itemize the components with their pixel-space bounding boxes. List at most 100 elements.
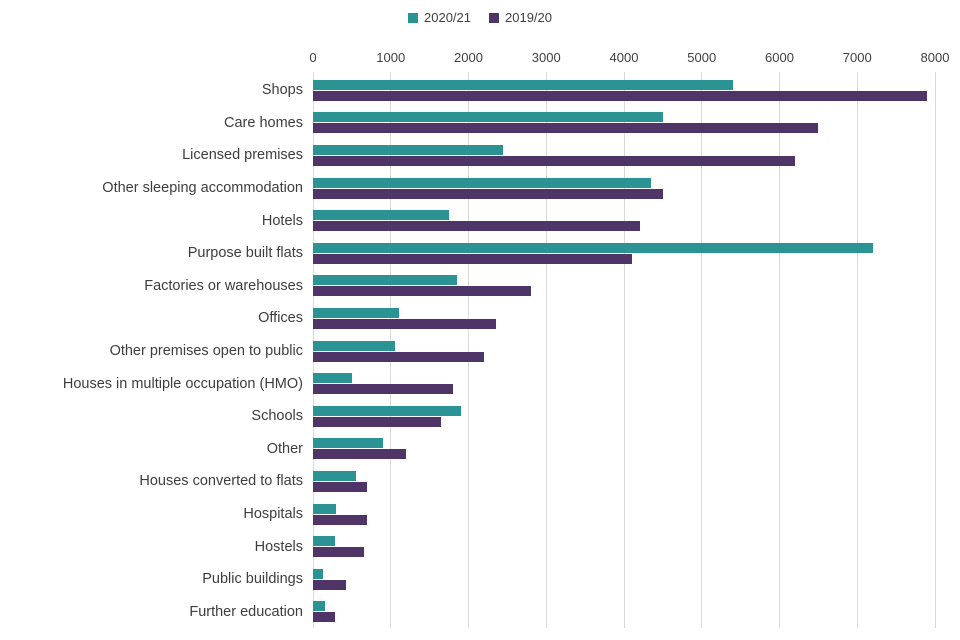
bar-2019-20	[313, 416, 442, 427]
bar-2020-21	[313, 210, 450, 221]
bar-group	[313, 79, 935, 101]
x-tick-label: 6000	[765, 50, 794, 65]
legend-label: 2019/20	[505, 10, 552, 25]
chart-row: Houses converted to flats	[0, 465, 935, 498]
chart-row: Shops	[0, 74, 935, 107]
x-axis-tick-labels: 0 1000 2000 3000 4000 5000 6000 7000 8000	[309, 50, 949, 66]
gridline	[779, 72, 780, 628]
category-label: Hospitals	[243, 506, 303, 523]
bar-2019-20	[313, 481, 368, 492]
category-label: Other	[266, 440, 303, 457]
bar-2019-20	[313, 612, 335, 623]
legend-swatch	[489, 12, 499, 23]
bar-group	[313, 470, 935, 492]
bar-group	[313, 275, 935, 297]
bar-2020-21	[313, 601, 325, 612]
bar-2020-21	[313, 79, 733, 90]
chart-row: Houses in multiple occupation (HMO)	[0, 367, 935, 400]
bar-2019-20	[313, 547, 364, 558]
chart-row: Other sleeping accommodation	[0, 172, 935, 205]
bar-2020-21	[313, 405, 461, 416]
category-label: Other premises open to public	[109, 343, 303, 360]
category-label: Further education	[189, 603, 303, 620]
bar-group	[313, 601, 935, 623]
bar-2020-21	[313, 112, 663, 123]
bar-group	[313, 242, 935, 264]
bar-group	[313, 503, 935, 525]
bar-group	[313, 210, 935, 232]
category-label: Factories or warehouses	[144, 277, 303, 294]
gridline	[468, 72, 469, 628]
chart-row: Schools	[0, 400, 935, 433]
chart-row: Other	[0, 433, 935, 466]
bar-2020-21	[313, 503, 337, 514]
gridline	[701, 72, 703, 628]
bar-2020-21	[313, 177, 652, 188]
bar-group	[313, 340, 935, 362]
gridline	[856, 72, 858, 628]
bar-2019-20	[313, 90, 928, 101]
chart-row: Further education	[0, 596, 935, 629]
category-label: Hotels	[261, 212, 303, 229]
bar-2019-20	[313, 123, 819, 134]
bar-2020-21	[313, 275, 457, 286]
bar-2019-20	[313, 579, 347, 590]
chart-rows: Shops Care homes Licensed premises Other sl…	[0, 74, 935, 628]
bar-2019-20	[313, 188, 663, 199]
category-label: Licensed premises	[182, 147, 303, 164]
bar-group	[313, 568, 935, 590]
legend-item-2019-20: 2019/20	[489, 10, 552, 25]
bar-group	[313, 438, 935, 460]
bar-2019-20	[313, 449, 407, 460]
category-label: Public buildings	[202, 571, 303, 588]
bar-2019-20	[313, 286, 531, 297]
gridline	[623, 72, 625, 628]
bar-group	[313, 373, 935, 395]
x-tick-label: 0	[309, 50, 317, 65]
bar-2019-20	[313, 384, 453, 395]
x-tick-label: 8000	[920, 50, 950, 65]
x-tick-label: 1000	[376, 50, 406, 65]
chart-row: Offices	[0, 302, 935, 335]
x-tick-label: 4000	[609, 50, 639, 65]
bar-2020-21	[313, 144, 504, 155]
x-tick-label: 2000	[454, 50, 483, 65]
bar-2020-21	[313, 307, 399, 318]
gridline	[545, 72, 547, 628]
bar-2020-21	[313, 470, 356, 481]
bar-group	[313, 144, 935, 166]
category-label: Shops	[261, 82, 303, 99]
category-label: Purpose built flats	[187, 245, 303, 262]
bar-group	[313, 177, 935, 199]
bar-2019-20	[313, 253, 632, 264]
bar-2020-21	[313, 568, 324, 579]
legend-swatch	[408, 12, 418, 23]
category-label: Care homes	[224, 114, 303, 131]
chart-row: Care homes	[0, 107, 935, 140]
bar-2020-21	[313, 373, 352, 384]
chart-row: Licensed premises	[0, 139, 935, 172]
bar-2019-20	[313, 514, 368, 525]
category-label: Hostels	[254, 538, 303, 555]
bar-group	[313, 405, 935, 427]
bar-2020-21	[313, 340, 395, 351]
bar-2020-21	[313, 438, 383, 449]
chart-row: Purpose built flats	[0, 237, 935, 270]
bar-group	[313, 112, 935, 134]
category-label: Schools	[251, 408, 303, 425]
chart-row: Hospitals	[0, 498, 935, 531]
bar-2019-20	[313, 351, 485, 362]
x-tick-label: 5000	[687, 50, 717, 65]
x-tick-label: 7000	[842, 50, 872, 65]
chart-row: Other premises open to public	[0, 335, 935, 368]
chart-row: Hotels	[0, 204, 935, 237]
x-tick-label: 3000	[531, 50, 561, 65]
category-label: Offices	[258, 310, 303, 327]
gridline	[934, 72, 936, 628]
bar-2020-21	[313, 242, 873, 253]
bar-group	[313, 536, 935, 558]
chart-row: Factories or warehouses	[0, 270, 935, 303]
category-label: Other sleeping accommodation	[102, 180, 303, 197]
bar-2019-20	[313, 155, 796, 166]
category-label: Houses in multiple occupation (HMO)	[62, 375, 303, 392]
